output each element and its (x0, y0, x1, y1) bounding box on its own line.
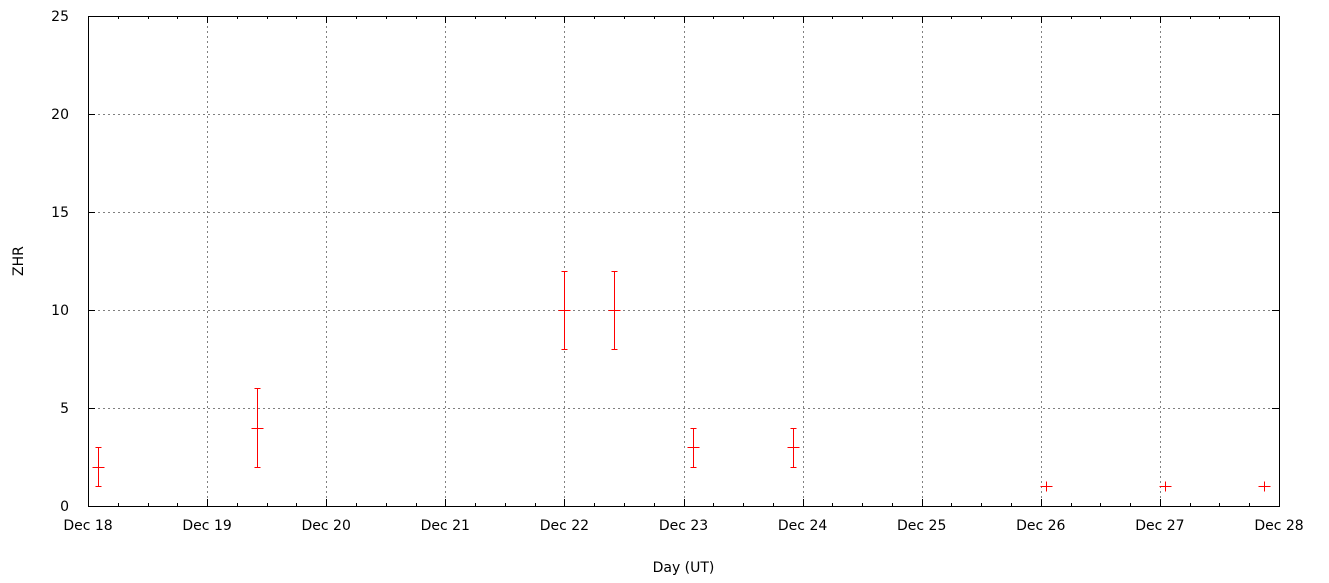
x-tick-label: Dec 25 (897, 518, 946, 534)
y-tick-label: 0 (60, 499, 69, 515)
grid-lines (88, 16, 1279, 506)
axis-ticks (88, 16, 1280, 507)
y-tick-label: 5 (60, 401, 69, 417)
data-point (787, 428, 800, 468)
plot-frame (88, 16, 1280, 507)
x-tick-label: Dec 23 (659, 518, 708, 534)
x-tick-label: Dec 28 (1254, 518, 1303, 534)
x-tick-label: Dec 20 (302, 518, 351, 534)
y-tick-labels: 0 5 10 15 20 25 (51, 9, 69, 515)
data-point (92, 447, 105, 487)
data-point (1258, 481, 1271, 492)
data-point (558, 271, 571, 350)
x-tick-label: Dec 18 (63, 518, 112, 534)
data-point (687, 428, 700, 468)
x-tick-label: Dec 24 (778, 518, 827, 534)
data-point (251, 388, 264, 468)
x-tick-label: Dec 19 (182, 518, 231, 534)
x-tick-label: Dec 26 (1016, 518, 1065, 534)
data-point (1040, 481, 1053, 492)
y-tick-label: 20 (51, 107, 69, 123)
x-axis-label: Day (UT) (653, 560, 715, 576)
y-tick-label: 10 (51, 303, 69, 319)
data-point (608, 271, 621, 350)
y-tick-label: 15 (51, 205, 69, 221)
data-points (92, 271, 1271, 492)
y-tick-label: 25 (51, 9, 69, 25)
x-tick-label: Dec 21 (421, 518, 470, 534)
y-axis-label: ZHR (11, 246, 27, 276)
data-point (1159, 481, 1172, 492)
x-tick-label: Dec 22 (540, 518, 589, 534)
x-tick-labels: Dec 18 Dec 19 Dec 20 Dec 21 Dec 22 Dec 23 Dec … (63, 518, 1303, 534)
x-tick-label: Dec 27 (1135, 518, 1184, 534)
